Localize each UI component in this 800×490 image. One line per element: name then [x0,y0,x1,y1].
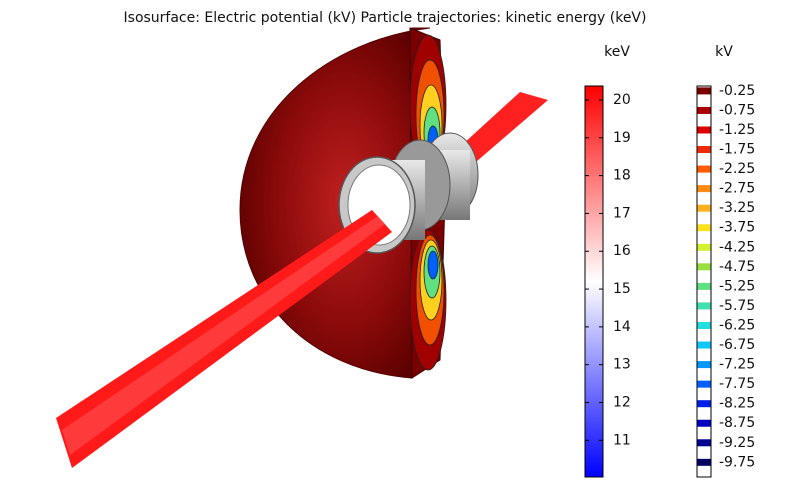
colorbars: keV 20 19 18 17 16 15 14 13 12 11 kV -0.25 -0.75 -1.25… [584,44,755,478]
level-swatch [697,204,711,212]
level-swatch [697,321,711,329]
level-label: -3.75 [719,220,755,236]
level-swatch [697,341,711,349]
tick-label: 13 [613,357,631,373]
level-label: -6.25 [719,317,755,333]
level-label: -1.75 [719,142,755,158]
level-swatch [697,400,711,408]
level-swatch [697,302,711,310]
level-label: -7.25 [719,357,755,373]
level-swatch [697,282,711,290]
tick-label: 17 [613,205,631,221]
tick-label: 15 [613,281,631,297]
level-label: -3.25 [719,200,755,216]
tick-label: 20 [613,92,631,108]
level-label: -5.25 [719,278,755,294]
colorbar-unit: keV [604,44,630,60]
colorbar-unit: kV [715,44,733,60]
level-swatch [697,361,711,369]
level-label: -4.75 [719,259,755,275]
level-swatch [697,224,711,232]
level-label: -8.25 [719,396,755,412]
level-label: -7.75 [719,376,755,392]
level-swatch [697,106,711,114]
scene [56,27,548,468]
title: Isosurface: Electric potential (kV) Part… [124,10,647,26]
level-label: -0.25 [719,83,755,99]
level-label: -8.75 [719,415,755,431]
level-swatch [697,439,711,447]
level-swatch [697,263,711,271]
colorbar [697,86,711,477]
level-label: -6.75 [719,337,755,353]
tick-label: 14 [613,319,631,335]
level-label: -9.75 [719,454,755,470]
tick-label: 16 [613,243,631,259]
level-swatch [697,458,711,466]
tick-label: 11 [613,432,631,448]
colorbar [584,85,604,478]
level-swatch [697,243,711,251]
level-label: -9.25 [719,435,755,451]
level-swatch [697,419,711,427]
tick-label: 12 [613,395,631,411]
level-label: -2.25 [719,161,755,177]
tick-label: 19 [613,130,631,146]
level-label: -1.25 [719,122,755,138]
colorbar-frame [696,85,712,478]
level-swatch [697,380,711,388]
level-swatch [697,87,711,95]
level-swatch [697,126,711,134]
level-label: -5.75 [719,298,755,314]
level-swatch [697,146,711,154]
level-label: -4.25 [719,239,755,255]
level-label: -0.75 [719,102,755,118]
tick-label: 18 [613,168,631,184]
level-label: -2.75 [719,181,755,197]
level-swatch [697,165,711,173]
level-swatch [697,185,711,193]
